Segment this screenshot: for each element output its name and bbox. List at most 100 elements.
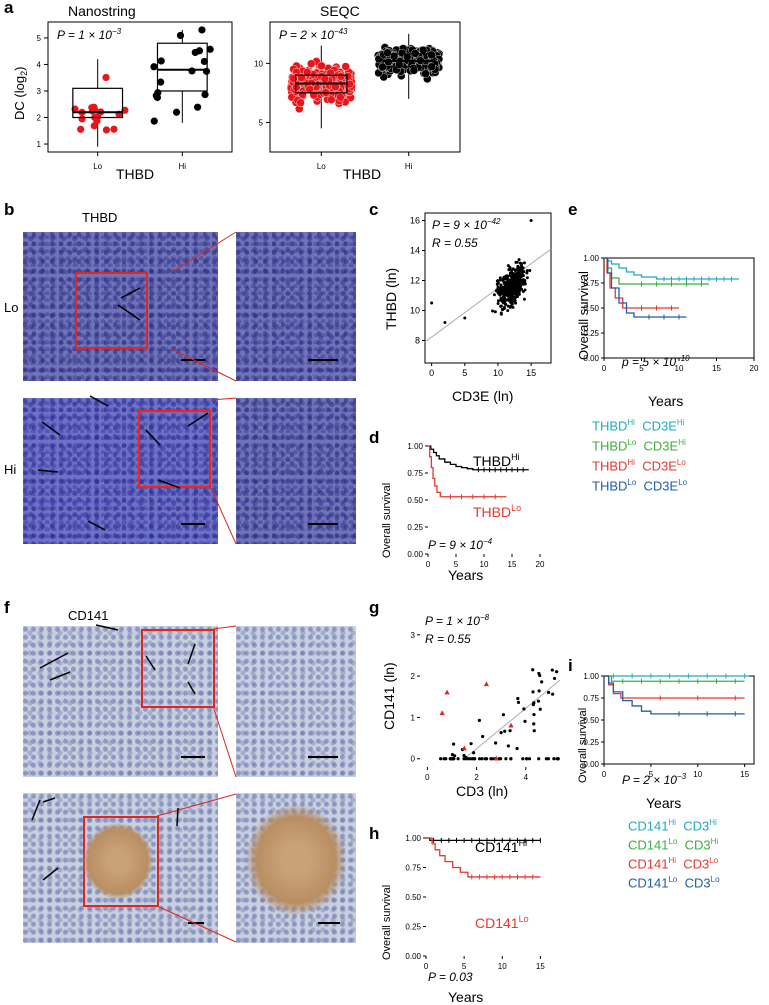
y-tick-label: 1.00 <box>405 834 421 843</box>
data-point <box>90 103 98 111</box>
data-point <box>523 288 527 292</box>
panel-b-row-lo: Lo <box>4 300 19 315</box>
data-point <box>477 757 482 761</box>
data-point <box>462 753 466 758</box>
data-point <box>509 273 513 277</box>
data-point <box>505 274 509 278</box>
x-tick-label: 15 <box>536 962 545 971</box>
y-tick-label: 0.00 <box>583 760 599 769</box>
panel-f-overlay <box>31 624 237 943</box>
y-tick-label: 4 <box>37 60 42 69</box>
data-point <box>498 287 502 291</box>
data-point <box>517 287 521 291</box>
y-tick-label: 0.25 <box>583 329 599 338</box>
legend-b-sup: Hi <box>678 438 686 447</box>
data-point <box>515 746 519 751</box>
zoom-box <box>75 272 148 349</box>
ylabel: Overall survival <box>577 708 589 783</box>
zoom-connector <box>171 231 237 273</box>
data-point <box>519 261 523 265</box>
data-point <box>516 696 520 701</box>
km-curves: 0 5 10 15 20 0.00 0.25 0.50 0.75 1.00 <box>407 442 545 569</box>
data-point <box>206 45 214 53</box>
arrow-icon <box>39 652 69 669</box>
y-tick-label: 0.75 <box>583 279 599 288</box>
y-tick-label: 0.75 <box>407 469 423 478</box>
data-point <box>463 316 467 320</box>
x-tick-label: 20 <box>750 364 759 373</box>
survival-curve <box>604 675 745 682</box>
panel-letter-e: e <box>568 200 578 219</box>
data-point <box>502 305 506 309</box>
data-point <box>509 757 513 761</box>
zoom-connector <box>212 625 237 630</box>
box <box>156 42 208 92</box>
arrow-icon <box>37 469 59 473</box>
legend-b: CD3E <box>643 478 679 494</box>
data-point <box>499 311 503 315</box>
legend-item: CD141Hi CD3Lo <box>628 856 718 871</box>
data-point <box>336 93 345 102</box>
x-tick-label: 20 <box>536 560 545 569</box>
data-point <box>421 69 430 78</box>
arrow-icon <box>89 395 109 407</box>
survival-curve <box>604 257 739 280</box>
lo-label: THBDLo <box>473 503 521 520</box>
survival-curve <box>428 445 529 471</box>
cd141-bottom-zoom <box>236 793 356 943</box>
panel-b-row-hi: Hi <box>4 462 17 477</box>
data-point <box>383 48 392 57</box>
legend-a: THBD <box>592 478 628 494</box>
xlabel: CD3E (ln) <box>452 388 513 404</box>
data-point <box>502 275 506 279</box>
data-point <box>555 670 559 674</box>
panel-letter-a: a <box>4 0 14 17</box>
lo-label: CD141Lo <box>475 914 529 931</box>
arrow-icon <box>49 671 71 681</box>
plot-frame <box>424 212 552 364</box>
scale-bar <box>308 523 338 525</box>
vessel-region <box>246 805 346 915</box>
data-point <box>409 66 419 75</box>
x-tick-label: 10 <box>693 770 702 779</box>
data-point <box>550 668 554 672</box>
data-point <box>512 292 516 296</box>
data-point <box>102 126 111 134</box>
panel-d-chart: 0 5 10 15 20 0.00 0.25 0.50 0.75 1.00 Overall sur… <box>381 442 545 583</box>
km-curves: 0 5 10 15 20 0.00 0.25 0.50 0.75 1.00 <box>583 254 759 373</box>
x-tick-label: 10 <box>498 962 507 971</box>
data-point <box>532 729 536 733</box>
data-point <box>496 279 500 283</box>
y-tick-label: 0.00 <box>405 952 421 961</box>
data-point <box>150 117 158 125</box>
data-point <box>480 757 484 761</box>
y-tick-label: 1.00 <box>407 442 423 451</box>
x-tick-label: 15 <box>740 770 749 779</box>
data-point <box>503 729 507 733</box>
ylabel: Overall survival <box>381 483 393 558</box>
data-point <box>499 304 503 308</box>
data-point <box>502 292 506 296</box>
data-point <box>509 283 513 287</box>
seqc-frame <box>269 21 461 153</box>
data-point <box>110 125 118 133</box>
arrow-icon <box>117 304 141 321</box>
panel-letter-b: b <box>4 200 15 219</box>
panel-letter-h: h <box>369 824 380 843</box>
x-tick-label: 5 <box>454 560 459 569</box>
y-tick-label: 0.00 <box>583 354 599 363</box>
data-point <box>472 751 476 755</box>
rvalue: R = 0.55 <box>425 632 471 646</box>
data-point <box>516 700 521 704</box>
data-point <box>538 673 542 678</box>
zoom-connector <box>156 793 237 817</box>
pvalue: P = 9 × 10−4 <box>428 537 493 552</box>
x-tick-label: Hi <box>179 162 187 171</box>
data-point <box>525 271 529 275</box>
data-point <box>517 268 521 272</box>
data-point <box>472 757 476 761</box>
arrow-icon <box>187 681 196 695</box>
panel-b-title: THBD <box>82 210 118 225</box>
y-tick-label: 0.50 <box>583 716 599 725</box>
arrow-icon <box>95 624 119 631</box>
